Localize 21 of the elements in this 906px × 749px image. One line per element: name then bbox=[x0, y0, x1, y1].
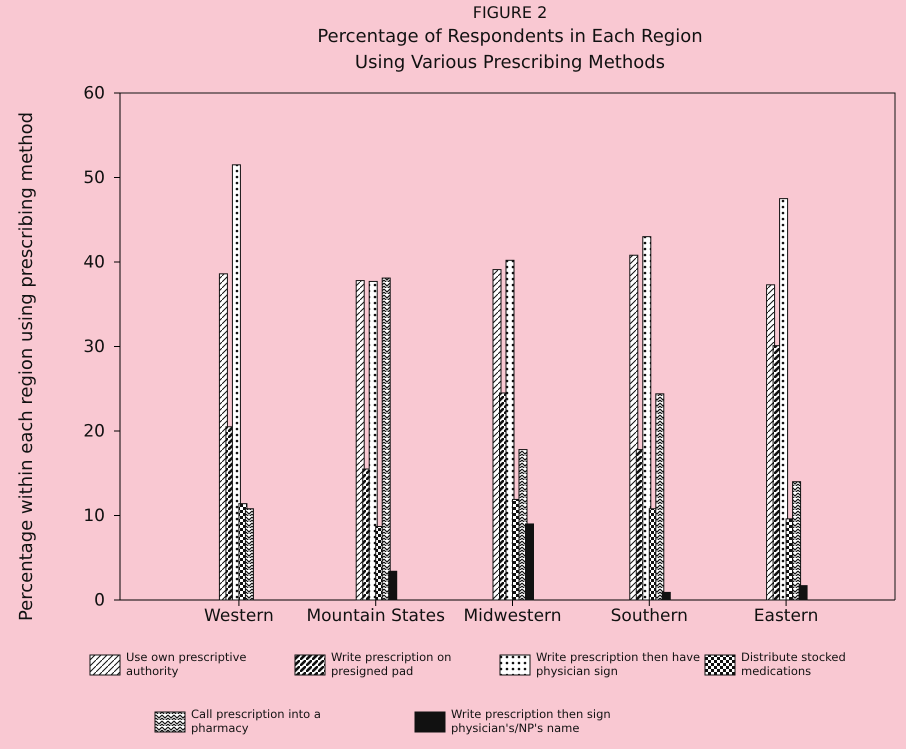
legend-label: Write prescription then sign physician's/NP's name bbox=[451, 707, 611, 735]
y-tick-label: 10 bbox=[83, 506, 105, 526]
x-tick-label: Mountain States bbox=[306, 606, 446, 626]
y-tick-label: 20 bbox=[83, 421, 105, 442]
legend-label: Write prescription then have physician sign bbox=[536, 650, 700, 678]
x-tick-label: Southern bbox=[610, 606, 688, 626]
chart-title: FIGURE 2 bbox=[472, 3, 548, 22]
y-tick-label: 60 bbox=[83, 83, 105, 104]
legend-label: Use own prescriptive authority bbox=[126, 650, 246, 678]
y-tick-label: 50 bbox=[83, 168, 105, 188]
y-axis-title: Percentage within each region using prescribing method bbox=[16, 112, 37, 622]
y-tick-label: 0 bbox=[94, 590, 105, 610]
x-tick-label: Western bbox=[204, 606, 274, 626]
legend-label: Distribute stocked medications bbox=[741, 650, 846, 678]
legend-label: Write prescription on presigned pad bbox=[331, 650, 452, 678]
y-tick-label: 30 bbox=[83, 336, 105, 357]
y-tick-label: 40 bbox=[83, 252, 105, 272]
x-tick-label: Eastern bbox=[754, 606, 818, 626]
legend-label: Call prescription into a pharmacy bbox=[191, 707, 321, 735]
chart-subtitle: Percentage of Respondents in Each Region Using Various Prescribing Methods bbox=[317, 26, 703, 73]
x-tick-label: Midwestern bbox=[464, 606, 562, 626]
